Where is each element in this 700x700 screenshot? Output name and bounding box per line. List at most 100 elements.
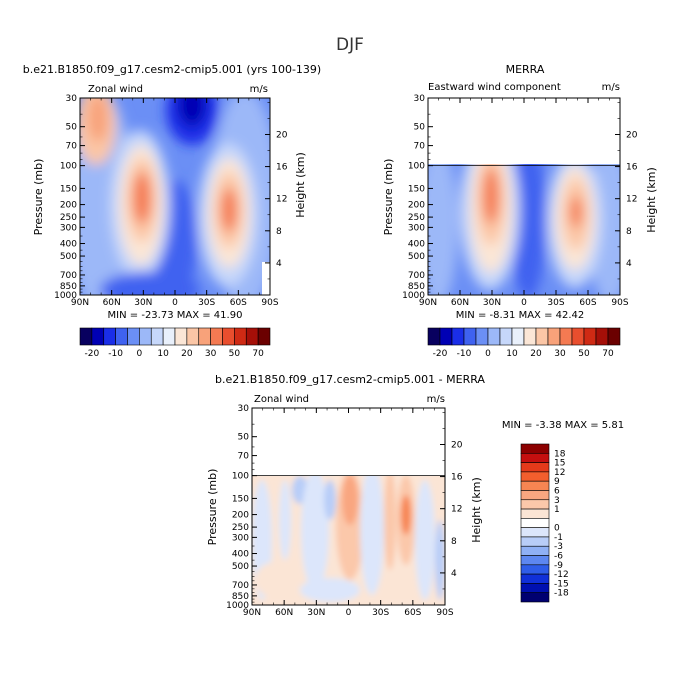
y-tick-label: 1000 — [54, 291, 77, 301]
panel-obs-ylabel: Pressure (mb) — [382, 159, 395, 236]
colorbar-swatch — [520, 518, 550, 528]
panel-model-field — [80, 98, 270, 295]
panel-diff-field — [252, 476, 445, 605]
y-tick-label: 70 — [414, 142, 426, 152]
y-tick-label: 700 — [408, 271, 425, 281]
colorbar-label: 6 — [554, 486, 560, 496]
y-tick-label: 400 — [408, 240, 425, 250]
x-tick-label: 60S — [230, 298, 247, 308]
x-tick-label: 30N — [134, 298, 152, 308]
y-tick-label: 250 — [408, 213, 425, 223]
colorbar-swatch — [439, 327, 453, 346]
colorbar-label: -9 — [554, 561, 563, 571]
colorbar-label: -18 — [554, 589, 569, 599]
height-tick-label: 4 — [451, 569, 457, 579]
colorbar-label: 20 — [181, 349, 193, 359]
panel-diff: b.e21.B1850.f09_g17.cesm2-cmip5.001 - ME… — [206, 373, 624, 618]
colorbar-swatch — [427, 327, 441, 346]
y-tick-label: 30 — [66, 94, 78, 104]
colorbar-swatch — [463, 327, 477, 346]
y-tick-label: 70 — [238, 452, 250, 462]
y-tick-label: 150 — [408, 184, 425, 194]
colorbar-swatch — [257, 327, 271, 346]
y-tick-label: 850 — [408, 282, 425, 292]
panel-model-ylabel-right: Height (km) — [294, 152, 307, 218]
y-tick-label: 500 — [232, 562, 249, 572]
colorbar-swatch — [186, 327, 200, 346]
x-tick-label: 90S — [611, 298, 628, 308]
x-tick-label: 90N — [419, 298, 437, 308]
colorbar-label: 18 — [554, 449, 566, 459]
panel-model-stats: MIN = -23.73 MAX = 41.90 — [108, 310, 243, 321]
y-tick-label: 1000 — [402, 291, 425, 301]
colorbar-label: -10 — [108, 349, 123, 359]
colorbar-label: 50 — [578, 349, 590, 359]
y-tick-label: 100 — [60, 162, 77, 172]
colorbar-swatch — [127, 327, 140, 346]
colorbar-label: 0 — [554, 524, 560, 534]
x-tick-label: 30S — [547, 298, 564, 308]
x-tick-label: 30N — [307, 608, 325, 618]
colorbar-swatch — [520, 452, 550, 463]
height-tick-label: 8 — [276, 227, 282, 237]
colorbar-label: -6 — [554, 552, 563, 562]
y-tick-label: 50 — [238, 433, 250, 443]
y-tick-label: 50 — [414, 123, 426, 133]
colorbar-swatch — [234, 327, 247, 346]
height-tick-label: 12 — [626, 195, 637, 205]
colorbar-swatch — [571, 327, 585, 346]
colorbar-label: -1 — [554, 533, 563, 543]
y-tick-label: 30 — [238, 404, 250, 414]
y-tick-label: 250 — [232, 523, 249, 533]
colorbar-label: 30 — [554, 349, 566, 359]
panel-obs-title: MERRA — [506, 63, 545, 76]
panel-model-left-label: Zonal wind — [88, 84, 143, 95]
y-tick-label: 500 — [60, 252, 77, 262]
colorbar-label: 50 — [229, 349, 241, 359]
colorbar-swatch — [511, 327, 525, 346]
colorbar-label: 15 — [554, 459, 565, 469]
colorbar-swatch — [520, 583, 550, 594]
colorbar-swatch — [520, 462, 550, 473]
y-tick-label: 150 — [60, 184, 77, 194]
y-tick-label: 300 — [60, 223, 77, 233]
height-tick-label: 4 — [276, 259, 282, 269]
x-tick-label: 90N — [71, 298, 89, 308]
x-tick-label: 0 — [346, 608, 352, 618]
x-tick-label: 30S — [198, 298, 215, 308]
colorbar-swatch — [520, 490, 550, 501]
panel-diff-ylabel: Pressure (mb) — [206, 469, 219, 546]
x-tick-label: 30N — [483, 298, 501, 308]
colorbar-swatch — [547, 327, 561, 346]
colorbar-swatch — [487, 327, 501, 346]
y-tick-label: 1000 — [226, 601, 249, 611]
y-tick-label: 300 — [232, 533, 249, 543]
height-tick-label: 20 — [276, 130, 288, 140]
colorbar-swatch — [210, 327, 223, 346]
panel-model-axes: 305070100150200250300400500700850100090N… — [54, 94, 288, 308]
height-tick-label: 12 — [451, 505, 462, 515]
colorbar-swatch — [174, 327, 188, 346]
colorbar-swatch — [520, 471, 550, 482]
colorbar-swatch — [222, 327, 235, 346]
x-tick-label: 0 — [521, 298, 527, 308]
x-tick-label: 90S — [261, 298, 278, 308]
height-tick-label: 20 — [451, 440, 463, 450]
x-tick-label: 60N — [451, 298, 469, 308]
panel-diff-axes: 305070100150200250300400500700850100090N… — [226, 404, 463, 618]
x-tick-label: 60N — [103, 298, 121, 308]
y-tick-label: 500 — [408, 252, 425, 262]
colorbar-swatch — [520, 508, 550, 519]
colorbar-label: -15 — [554, 579, 569, 589]
colorbar-swatch — [162, 327, 176, 346]
height-tick-label: 4 — [626, 259, 632, 269]
panel-obs-left-label: Eastward wind component — [428, 82, 561, 93]
colorbar-obs: -20 -10 0 10 20 30 50 70 — [427, 327, 621, 359]
colorbar-label: 70 — [252, 349, 264, 359]
y-tick-label: 400 — [60, 240, 77, 250]
colorbar-label: 9 — [554, 477, 560, 487]
colorbar-swatch — [595, 327, 609, 346]
y-tick-label: 700 — [232, 581, 249, 591]
y-tick-label: 400 — [232, 550, 249, 560]
y-tick-label: 850 — [232, 592, 249, 602]
